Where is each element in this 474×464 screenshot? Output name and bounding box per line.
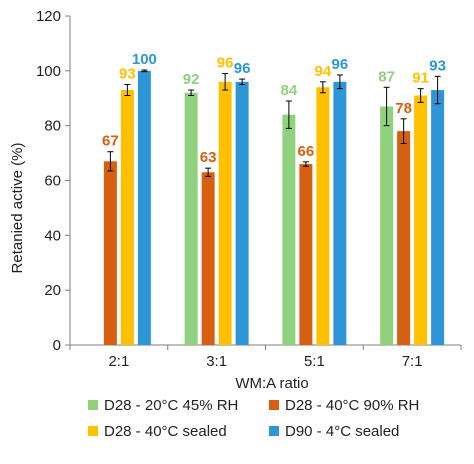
y-tick-label: 120 <box>36 8 61 25</box>
legend-swatch <box>88 400 98 410</box>
x-axis-title: WM:A ratio <box>235 375 308 392</box>
bar <box>299 164 313 345</box>
bar <box>380 106 394 345</box>
data-label: 96 <box>234 60 251 77</box>
legend-swatch <box>269 426 279 436</box>
x-tick-label: 2:1 <box>108 353 129 370</box>
data-label: 96 <box>332 56 349 73</box>
bar <box>103 161 117 345</box>
y-tick-label: 80 <box>44 118 61 135</box>
legend-label: D28 - 40°C sealed <box>104 423 227 440</box>
bar <box>235 81 249 346</box>
legend-label: D90 - 4°C sealed <box>285 423 399 440</box>
bar <box>218 81 232 346</box>
bar <box>431 90 445 346</box>
bar <box>414 95 428 345</box>
data-label: 100 <box>132 51 157 68</box>
y-tick-label: 0 <box>53 337 61 354</box>
data-label: 66 <box>298 143 315 160</box>
legend-label: D28 - 20°C 45% RH <box>104 397 238 414</box>
data-label: 63 <box>200 149 217 166</box>
y-tick-label: 60 <box>44 173 61 190</box>
legend-swatch <box>88 426 98 436</box>
x-tick-label: 3:1 <box>206 353 227 370</box>
legend-label: D28 - 40°C 90% RH <box>285 397 419 414</box>
bar <box>333 81 347 346</box>
bar <box>137 70 151 345</box>
data-label: 87 <box>378 68 395 85</box>
data-label: 94 <box>315 63 332 80</box>
bar <box>282 114 296 345</box>
data-label: 93 <box>429 57 446 74</box>
bar <box>316 87 330 346</box>
legend: D28 - 20°C 45% RH D28 - 40°C 90% RH D28 - … <box>88 397 419 440</box>
bar <box>120 90 134 346</box>
legend-swatch <box>269 400 279 410</box>
bar <box>184 92 198 346</box>
y-tick-label: 20 <box>44 282 61 299</box>
x-tick-label: 7:1 <box>402 353 423 370</box>
data-label: 91 <box>412 70 429 87</box>
data-label: 96 <box>217 55 234 72</box>
y-axis-title: Retanied active (%) <box>9 143 26 274</box>
y-axis: 0 20 40 60 80 100 120 <box>36 8 71 354</box>
data-label: 84 <box>281 82 298 99</box>
x-axis: 2:1 3:1 5:1 7:1 <box>69 344 462 370</box>
data-label: 67 <box>102 133 119 150</box>
x-tick-label: 5:1 <box>304 353 325 370</box>
y-tick-label: 100 <box>36 63 61 80</box>
data-label: 92 <box>183 71 200 88</box>
bar <box>397 131 411 345</box>
data-label: 93 <box>119 66 136 83</box>
data-label: 78 <box>395 100 412 117</box>
bar <box>201 172 215 345</box>
y-tick-label: 40 <box>44 227 61 244</box>
